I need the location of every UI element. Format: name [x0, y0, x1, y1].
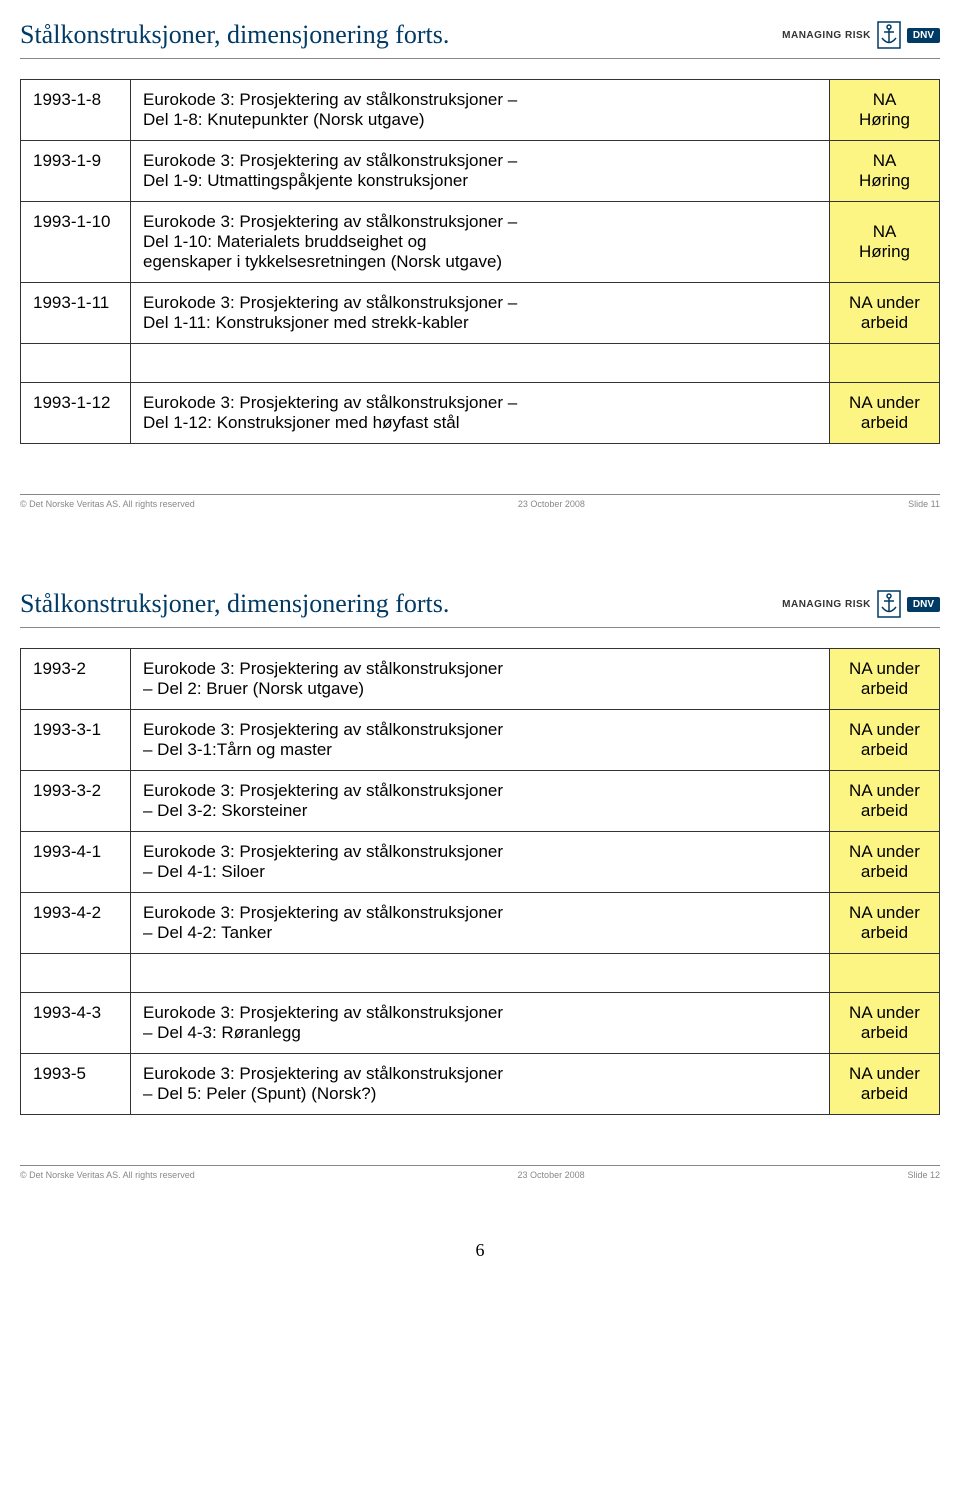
code-cell: 1993-5 — [21, 1054, 131, 1115]
code-cell: 1993-1-10 — [21, 202, 131, 283]
table-row: 1993-4-2Eurokode 3: Prosjektering av stå… — [21, 893, 940, 954]
table-row: 1993-3-2Eurokode 3: Prosjektering av stå… — [21, 771, 940, 832]
table-row: 1993-1-8Eurokode 3: Prosjektering av stå… — [21, 80, 940, 141]
footer-center: 23 October 2008 — [518, 1170, 585, 1180]
slide-header: Stålkonstruksjoner, dimensjonering forts… — [20, 589, 940, 628]
description-cell: Eurokode 3: Prosjektering av stålkonstru… — [131, 771, 830, 832]
description-cell: Eurokode 3: Prosjektering av stålkonstru… — [131, 202, 830, 283]
description-cell: Eurokode 3: Prosjektering av stålkonstru… — [131, 832, 830, 893]
code-cell: 1993-3-1 — [21, 710, 131, 771]
slide-title: Stålkonstruksjoner, dimensjonering forts… — [20, 589, 449, 619]
description-cell: Eurokode 3: Prosjektering av stålkonstru… — [131, 893, 830, 954]
standards-table-12: 1993-2Eurokode 3: Prosjektering av stålk… — [20, 648, 940, 1115]
slide-header: Stålkonstruksjoner, dimensjonering forts… — [20, 20, 940, 59]
description-cell: Eurokode 3: Prosjektering av stålkonstru… — [131, 993, 830, 1054]
table-row: 1993-3-1Eurokode 3: Prosjektering av stå… — [21, 710, 940, 771]
code-cell: 1993-1-11 — [21, 283, 131, 344]
code-cell: 1993-1-12 — [21, 383, 131, 444]
description-cell: Eurokode 3: Prosjektering av stålkonstru… — [131, 649, 830, 710]
slide-title: Stålkonstruksjoner, dimensjonering forts… — [20, 20, 449, 50]
status-cell: NA under arbeid — [830, 993, 940, 1054]
dnv-badge: DNV — [907, 28, 940, 43]
table-spacer-row — [21, 344, 940, 383]
code-cell: 1993-4-3 — [21, 993, 131, 1054]
table-row: 1993-1-12Eurokode 3: Prosjektering av st… — [21, 383, 940, 444]
status-cell: NA under arbeid — [830, 383, 940, 444]
footer-right: Slide 12 — [907, 1170, 940, 1180]
page-number: 6 — [0, 1240, 960, 1261]
status-cell: NA under arbeid — [830, 771, 940, 832]
footer-center: 23 October 2008 — [518, 499, 585, 509]
code-cell: 1993-4-1 — [21, 832, 131, 893]
description-cell: Eurokode 3: Prosjektering av stålkonstru… — [131, 283, 830, 344]
status-cell: NA Høring — [830, 202, 940, 283]
footer-right: Slide 11 — [908, 499, 940, 509]
anchor-icon — [877, 21, 901, 49]
table-body-11: 1993-1-8Eurokode 3: Prosjektering av stå… — [21, 80, 940, 444]
managing-risk-text: MANAGING RISK — [782, 599, 871, 610]
description-cell: Eurokode 3: Prosjektering av stålkonstru… — [131, 141, 830, 202]
description-cell: Eurokode 3: Prosjektering av stålkonstru… — [131, 383, 830, 444]
slide-footer: © Det Norske Veritas AS. All rights rese… — [20, 1165, 940, 1180]
logo-group: MANAGING RISK DNV — [782, 21, 940, 49]
logo-group: MANAGING RISK DNV — [782, 590, 940, 618]
table-row: 1993-1-11Eurokode 3: Prosjektering av st… — [21, 283, 940, 344]
code-cell: 1993-3-2 — [21, 771, 131, 832]
code-cell: 1993-1-9 — [21, 141, 131, 202]
slide-12: Stålkonstruksjoner, dimensjonering forts… — [0, 569, 960, 1200]
footer-left: © Det Norske Veritas AS. All rights rese… — [20, 499, 195, 509]
dnv-badge: DNV — [907, 597, 940, 612]
status-cell: NA under arbeid — [830, 832, 940, 893]
standards-table-11: 1993-1-8Eurokode 3: Prosjektering av stå… — [20, 79, 940, 444]
status-cell: NA under arbeid — [830, 649, 940, 710]
status-cell: NA under arbeid — [830, 283, 940, 344]
description-cell: Eurokode 3: Prosjektering av stålkonstru… — [131, 1054, 830, 1115]
description-cell: Eurokode 3: Prosjektering av stålkonstru… — [131, 710, 830, 771]
status-cell: NA Høring — [830, 141, 940, 202]
table-spacer-row — [21, 954, 940, 993]
code-cell: 1993-4-2 — [21, 893, 131, 954]
table-row: 1993-1-10Eurokode 3: Prosjektering av st… — [21, 202, 940, 283]
code-cell: 1993-1-8 — [21, 80, 131, 141]
slide-11: Stålkonstruksjoner, dimensjonering forts… — [0, 0, 960, 529]
code-cell: 1993-2 — [21, 649, 131, 710]
table-row: 1993-1-9Eurokode 3: Prosjektering av stå… — [21, 141, 940, 202]
description-cell: Eurokode 3: Prosjektering av stålkonstru… — [131, 80, 830, 141]
table-row: 1993-5Eurokode 3: Prosjektering av stålk… — [21, 1054, 940, 1115]
status-cell: NA under arbeid — [830, 893, 940, 954]
status-cell: NA under arbeid — [830, 1054, 940, 1115]
anchor-icon — [877, 590, 901, 618]
status-cell: NA under arbeid — [830, 710, 940, 771]
slide-footer: © Det Norske Veritas AS. All rights rese… — [20, 494, 940, 509]
managing-risk-text: MANAGING RISK — [782, 30, 871, 41]
table-row: 1993-2Eurokode 3: Prosjektering av stålk… — [21, 649, 940, 710]
table-body-12: 1993-2Eurokode 3: Prosjektering av stålk… — [21, 649, 940, 1115]
table-row: 1993-4-3Eurokode 3: Prosjektering av stå… — [21, 993, 940, 1054]
footer-left: © Det Norske Veritas AS. All rights rese… — [20, 1170, 195, 1180]
table-row: 1993-4-1Eurokode 3: Prosjektering av stå… — [21, 832, 940, 893]
status-cell: NA Høring — [830, 80, 940, 141]
